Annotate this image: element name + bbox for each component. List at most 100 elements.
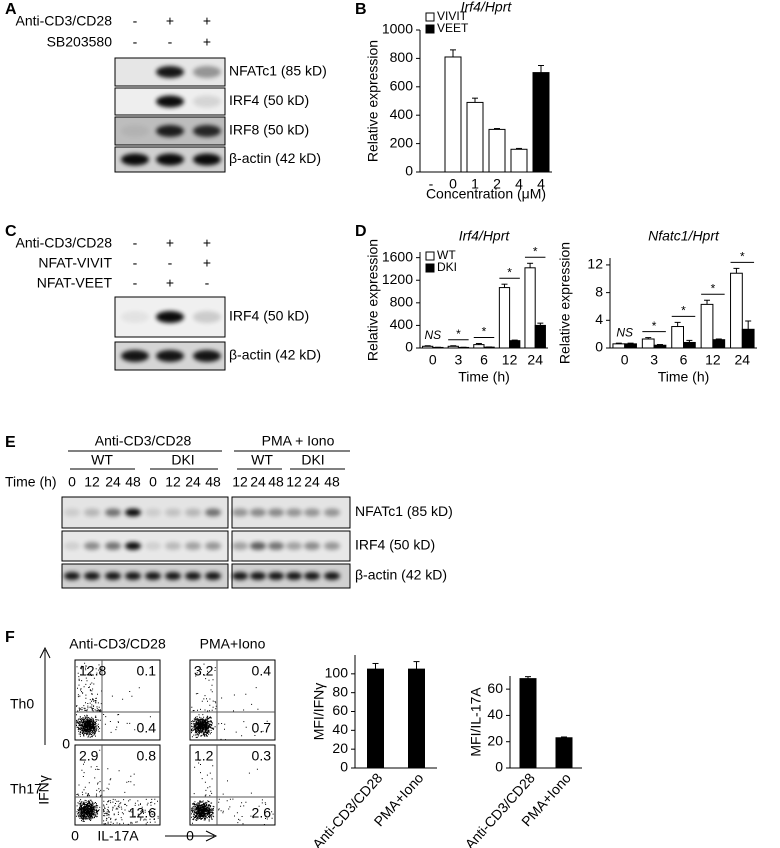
flow-dots	[76, 662, 151, 738]
blot-band	[250, 572, 266, 580]
row-label: Th0	[10, 696, 34, 712]
blot-band	[84, 542, 100, 550]
blot-band	[156, 95, 184, 108]
bar	[408, 668, 425, 769]
bar	[488, 128, 506, 173]
legend-label: WT	[437, 248, 456, 262]
y-tick-label: 600	[390, 78, 414, 94]
y-axis-title: Relative expression	[365, 40, 381, 162]
blot-band	[84, 572, 100, 580]
lane-time: 12	[165, 474, 181, 490]
error-bar	[450, 345, 457, 347]
quadrant-value: 0.8	[137, 748, 157, 764]
error-bar	[424, 345, 431, 347]
condition-sign: -	[133, 275, 138, 291]
panel-label: A	[5, 1, 17, 18]
blot-band	[165, 572, 181, 580]
chart-title: Irf4/Hprt	[461, 0, 513, 15]
y-tick-label: 400	[390, 316, 414, 332]
group-label: Anti-CD3/CD28	[95, 433, 192, 449]
lane-time: 24	[105, 474, 121, 490]
y-tick-label: 800	[390, 49, 414, 65]
bar	[510, 148, 528, 173]
column-header: PMA+Iono	[200, 636, 266, 652]
error-bar	[627, 342, 634, 344]
bar	[624, 343, 637, 349]
blot-band	[105, 572, 121, 580]
blot-band	[324, 542, 340, 550]
blot-band	[156, 350, 184, 362]
blot-band	[304, 508, 320, 517]
chart-title: Irf4/Hprt	[459, 228, 511, 244]
blot-band	[193, 350, 221, 362]
condition-sign: -	[168, 255, 173, 271]
y-axis-title: MFI/IL-17A	[468, 687, 484, 757]
legend-label: VIVIT	[437, 9, 468, 23]
y-tick-label: 400	[390, 106, 414, 122]
condition-label: SB203580	[47, 34, 113, 50]
quadrant-value: 2.6	[252, 805, 272, 821]
x-tick-label: 0	[429, 352, 437, 368]
x-tick-label: 2	[493, 176, 501, 192]
arrow-head	[39, 646, 51, 659]
condition-sign: -	[133, 235, 138, 251]
band-label: IRF4 (50 kD)	[355, 537, 435, 553]
flow-y-title: IFNγ	[36, 775, 52, 805]
bar	[641, 338, 655, 349]
error-bar	[561, 736, 567, 738]
bar	[534, 324, 546, 349]
blot-band	[121, 350, 149, 362]
origin-label: 0	[71, 828, 79, 844]
panel-label: F	[5, 629, 15, 646]
panel-label: C	[5, 223, 17, 240]
blot-band	[64, 572, 80, 580]
bar	[447, 345, 459, 349]
y-tick-label: 40	[487, 706, 503, 722]
lane-time: 12	[286, 474, 302, 490]
condition-label: NFAT-VIVIT	[38, 255, 112, 271]
condition-label: Anti-CD3/CD28	[16, 13, 113, 29]
condition-sign: +	[166, 235, 174, 251]
blot-band	[268, 542, 284, 550]
blot-band	[250, 508, 266, 517]
significance-label: *	[456, 327, 461, 341]
bar	[730, 272, 743, 349]
x-tick-label: 12	[502, 352, 518, 368]
y-tick-label: 0	[405, 339, 413, 355]
flow-x-title: IL-17A	[97, 828, 139, 844]
band-label: β-actin (42 kD)	[229, 150, 321, 166]
quadrant-value: 0.4	[137, 720, 157, 736]
error-bar	[704, 299, 711, 305]
x-tick-label: 6	[480, 352, 488, 368]
error-bar	[527, 262, 534, 268]
bar	[444, 56, 462, 173]
band-label: IRF8 (50 kD)	[229, 122, 309, 138]
blot-band	[324, 508, 340, 517]
bar	[741, 328, 755, 349]
error-bar	[537, 322, 544, 326]
y-tick-label: 60	[487, 680, 503, 696]
legend-swatch	[425, 263, 435, 273]
bar	[653, 344, 667, 349]
blot-band	[165, 508, 181, 517]
bar	[466, 101, 484, 173]
condition-sign: +	[166, 275, 174, 291]
y-tick-label: 1600	[382, 248, 413, 264]
blot-band	[286, 508, 302, 517]
x-tick-label: 1	[471, 176, 479, 192]
subgroup-label: DKI	[301, 452, 324, 468]
blot-band	[105, 508, 121, 517]
bar	[524, 267, 536, 349]
panel-label: D	[355, 223, 367, 240]
y-tick-label: 0	[340, 759, 348, 775]
bar	[612, 343, 626, 349]
significance-label: *	[507, 265, 512, 279]
row-label: Th17	[10, 781, 42, 797]
error-bar	[501, 283, 508, 288]
blot-band	[165, 542, 181, 550]
condition-sign: +	[203, 13, 211, 29]
error-bar	[494, 128, 500, 130]
blot-band	[64, 542, 80, 550]
y-tick-label: 1000	[382, 21, 413, 37]
lane-time: 24	[185, 474, 201, 490]
